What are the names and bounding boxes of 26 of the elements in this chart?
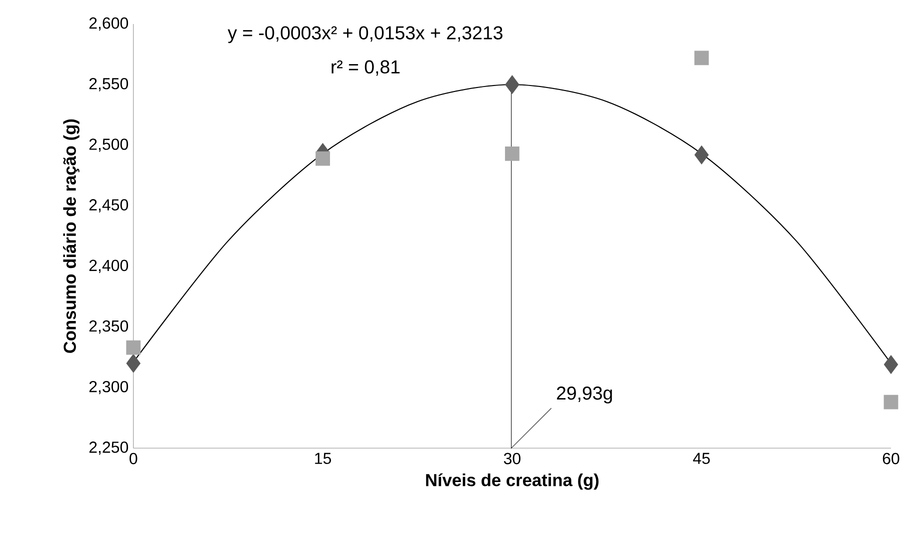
annotation: 29,93g xyxy=(556,386,612,404)
x-tick-label: 15 xyxy=(315,452,332,464)
y-tick-label: 2,250 xyxy=(89,441,128,455)
y-tick-label: 2,300 xyxy=(89,380,128,394)
y-tick-label: 2,450 xyxy=(89,199,128,212)
x-axis-title: Níveis de creatina (g) xyxy=(426,473,599,490)
annotation: y = -0,0003x² + 0,0153x + 2,3213 xyxy=(228,26,502,44)
point xyxy=(504,146,520,161)
x-tick-label: 0 xyxy=(130,452,138,464)
y-tick-label: 2,600 xyxy=(89,17,128,31)
y-tick-label: 2,500 xyxy=(89,138,128,152)
point xyxy=(316,151,330,166)
x-tick-label: 30 xyxy=(504,452,520,464)
point xyxy=(694,146,709,164)
x-tick-label: 45 xyxy=(693,452,710,464)
point xyxy=(505,75,520,94)
y-tick-label: 2,350 xyxy=(89,320,128,334)
point xyxy=(694,50,709,66)
point xyxy=(126,340,141,355)
y-tick-label: 2,550 xyxy=(89,78,128,92)
point xyxy=(884,394,898,410)
annotation: r² = 0,81 xyxy=(332,60,400,76)
point xyxy=(126,354,140,372)
x-tick-label: 60 xyxy=(882,452,900,464)
y-axis-title: Consumo diário de ração (g) xyxy=(63,119,80,353)
y-tick-label: 2,400 xyxy=(89,260,128,273)
